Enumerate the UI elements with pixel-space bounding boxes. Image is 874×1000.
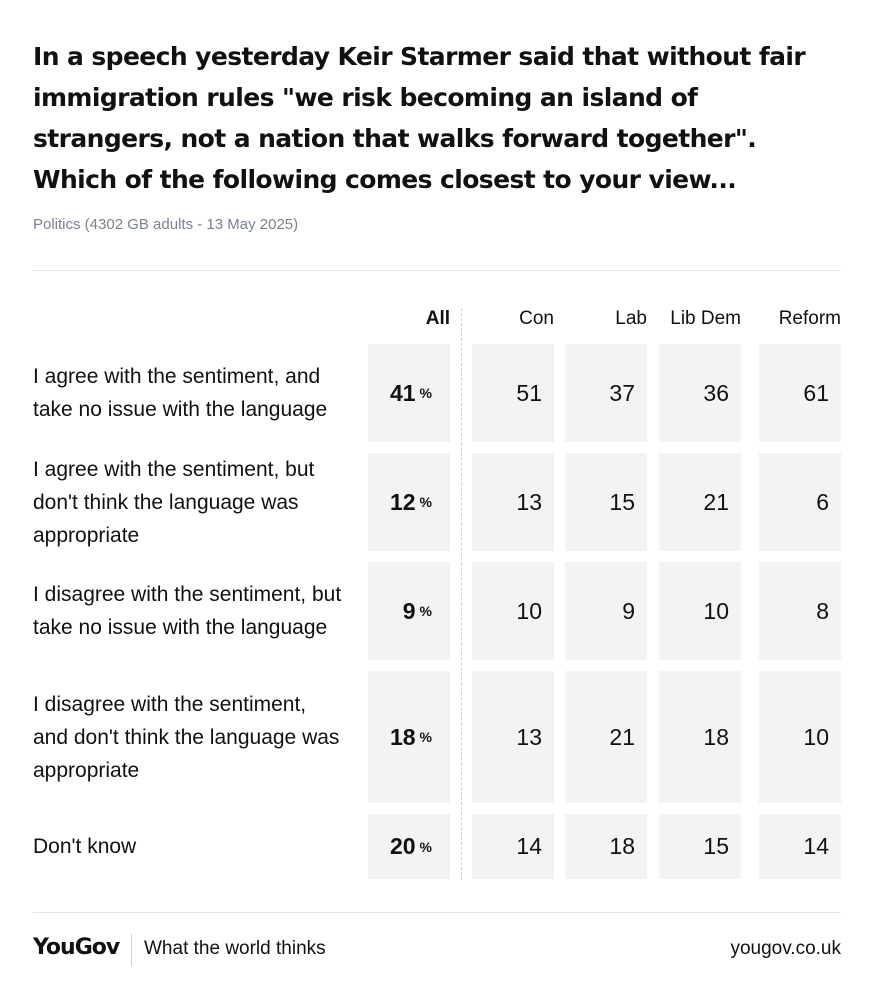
column-header-lab: Lab: [615, 308, 647, 329]
row-label: I disagree with the sentiment, and don't…: [33, 692, 340, 782]
cell-value: 21: [703, 488, 729, 515]
percent-unit: %: [419, 729, 432, 745]
cell-value: 18: [389, 723, 416, 750]
chart-title: In a speech yesterday Keir Starmer said …: [33, 42, 806, 194]
cell-value: 37: [609, 379, 635, 406]
cell-value: 18: [703, 723, 729, 750]
cell-value: 15: [609, 488, 635, 515]
table-cell-all: 12%: [368, 453, 450, 551]
row-label: I disagree with the sentiment, but take …: [33, 583, 342, 639]
table-cell-con: 51: [472, 344, 554, 442]
table-cell-lab: 18: [565, 814, 647, 879]
table-cell-lib-dem: 15: [659, 814, 741, 879]
table-cell-all: 20%: [368, 814, 450, 879]
table-cell-lab: 9: [565, 562, 647, 660]
cell-value: 18: [609, 833, 635, 859]
cell-value: 14: [803, 833, 829, 859]
table-cell-lib-dem: 10: [659, 562, 741, 660]
yougov-logo: YouGov: [33, 935, 120, 960]
cell-value: 41: [389, 379, 416, 406]
cell-value: 9: [622, 597, 635, 624]
table-cell-con: 13: [472, 453, 554, 551]
table-cell-reform: 61: [759, 344, 841, 442]
cell-value: 10: [703, 597, 729, 624]
column-header-all: All: [425, 308, 450, 329]
cell-value: 6: [816, 488, 829, 515]
percent-unit: %: [419, 603, 432, 619]
table-cell-lab: 21: [565, 671, 647, 803]
chart-subtitle: Politics (4302 GB adults - 13 May 2025): [33, 216, 299, 233]
header-divider: [33, 270, 841, 271]
cell-value: 10: [803, 723, 829, 750]
table-cell-reform: 6: [759, 453, 841, 551]
percent-unit: %: [419, 838, 432, 855]
footer-tagline: What the world thinks: [144, 938, 326, 959]
cell-value: 9: [402, 597, 416, 624]
cell-value: 61: [803, 379, 829, 406]
cell-value: 12: [389, 488, 416, 515]
table-cell-lib-dem: 21: [659, 453, 741, 551]
all-column-divider: [461, 308, 462, 880]
cell-value: 51: [516, 379, 542, 406]
table-cell-lab: 37: [565, 344, 647, 442]
table-cell-all: 9%: [368, 562, 450, 660]
cell-value: 8: [816, 597, 829, 624]
table-cell-con: 10: [472, 562, 554, 660]
table-cell-reform: 14: [759, 814, 841, 879]
table-cell-lib-dem: 36: [659, 344, 741, 442]
cell-value: 13: [516, 488, 542, 515]
footer-divider: [33, 912, 841, 913]
table-cell-lab: 15: [565, 453, 647, 551]
table-cell-all: 18%: [368, 671, 450, 803]
table-cell-reform: 8: [759, 562, 841, 660]
row-label: I agree with the sentiment, and take no …: [33, 365, 328, 421]
table-cell-con: 13: [472, 671, 554, 803]
column-header-reform: Reform: [778, 308, 841, 329]
cell-value: 21: [609, 723, 635, 750]
column-header-con: Con: [519, 308, 554, 329]
footer-site-link[interactable]: yougov.co.uk: [730, 938, 841, 959]
column-header-lib-dem: Lib Dem: [670, 308, 741, 329]
table-cell-all: 41%: [368, 344, 450, 442]
percent-unit: %: [419, 494, 432, 510]
row-label: I agree with the sentiment, but don't th…: [33, 457, 315, 547]
cell-value: 14: [516, 833, 542, 859]
table-cell-lib-dem: 18: [659, 671, 741, 803]
logo-separator: [131, 934, 132, 966]
table-cell-con: 14: [472, 814, 554, 879]
cell-value: 20: [389, 833, 416, 859]
percent-unit: %: [419, 385, 432, 401]
cell-value: 15: [703, 833, 729, 859]
table-cell-reform: 10: [759, 671, 841, 803]
row-label: Don't know: [33, 835, 137, 858]
cell-value: 10: [516, 597, 542, 624]
cell-value: 36: [703, 379, 729, 406]
cell-value: 13: [516, 723, 542, 750]
